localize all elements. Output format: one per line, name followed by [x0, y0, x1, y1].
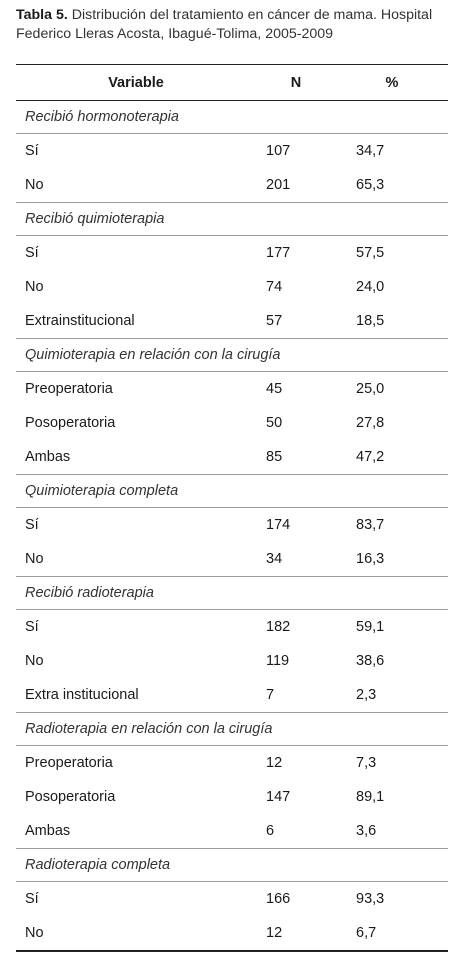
row-n: 166 [266, 891, 291, 907]
section-title: Radioterapia en relación con la cirugía [25, 721, 273, 737]
section-title: Recibió hormonoterapia [25, 109, 179, 125]
table-section: Recibió quimioterapia Sí 177 57,5 No 74 24,0 Ex… [16, 202, 448, 338]
table-row: Sí 107 34,7 [16, 133, 448, 168]
table-caption: Tabla 5. Distribución del tratamiento en… [16, 6, 452, 44]
row-variable: No [25, 653, 44, 669]
row-percent: 57,5 [356, 245, 385, 261]
table-section: Recibió radioterapia Sí 182 59,1 No 119 38,6 Ex… [16, 576, 448, 712]
table-section: Quimioterapia completa Sí 174 83,7 No 34 16,3 [16, 474, 448, 576]
table-section: Radioterapia completa Sí 166 93,3 No 12 6,7 [16, 848, 448, 950]
table-row: Sí 177 57,5 [16, 235, 448, 270]
table-section: Recibió hormonoterapia Sí 107 34,7 No 201 65,3 [16, 101, 448, 202]
caption-label: Tabla 5. [16, 7, 68, 23]
row-percent: 7,3 [356, 755, 377, 771]
table-row: Posoperatoria 147 89,1 [16, 780, 448, 814]
row-n: 147 [266, 789, 291, 805]
row-percent: 16,3 [356, 551, 385, 567]
row-percent: 47,2 [356, 449, 385, 465]
row-n: 119 [266, 653, 290, 669]
table-section: Radioterapia en relación con la cirugía P… [16, 712, 448, 848]
row-n: 50 [266, 415, 283, 431]
row-variable: Posoperatoria [25, 789, 116, 805]
row-percent: 93,3 [356, 891, 385, 907]
row-n: 6 [266, 823, 275, 839]
row-percent: 18,5 [356, 313, 385, 329]
row-variable: Sí [25, 143, 39, 159]
table-row: Sí 174 83,7 [16, 507, 448, 542]
row-n: 12 [266, 925, 283, 941]
row-variable: No [25, 925, 44, 941]
table-row: Posoperatoria 50 27,8 [16, 406, 448, 440]
row-variable: Extrainstitucional [25, 313, 135, 329]
row-variable: Extra institucional [25, 687, 139, 703]
table-row: Extra institucional 7 2,3 [16, 678, 448, 712]
caption-text: Distribución del tratamiento en cáncer d… [16, 7, 433, 42]
row-n: 7 [266, 687, 275, 703]
row-n: 174 [266, 517, 291, 533]
table-row: Sí 166 93,3 [16, 881, 448, 916]
row-percent: 65,3 [356, 177, 385, 193]
section-title: Radioterapia completa [25, 857, 171, 873]
section-title: Quimioterapia completa [25, 483, 179, 499]
table-row: No 34 16,3 [16, 542, 448, 576]
row-variable: Posoperatoria [25, 415, 116, 431]
header-percent: % [385, 74, 399, 91]
row-n: 182 [266, 619, 291, 635]
table-row: Preoperatoria 45 25,0 [16, 371, 448, 406]
row-variable: Sí [25, 245, 39, 261]
row-n: 85 [266, 449, 283, 465]
row-percent: 34,7 [356, 143, 385, 159]
row-n: 107 [266, 143, 291, 159]
row-variable: Ambas [25, 449, 71, 465]
row-n: 12 [266, 755, 283, 771]
table-row: No 119 38,6 [16, 644, 448, 678]
table-body: Recibió hormonoterapia Sí 107 34,7 No 201 65,3… [16, 101, 448, 950]
section-title: Recibió quimioterapia [25, 211, 165, 227]
row-variable: Preoperatoria [25, 381, 113, 397]
table-row: Sí 182 59,1 [16, 609, 448, 644]
table-row: Ambas 85 47,2 [16, 440, 448, 474]
header-n: N [290, 74, 302, 91]
section-title: Recibió radioterapia [25, 585, 154, 601]
row-percent: 25,0 [356, 381, 385, 397]
row-n: 45 [266, 381, 283, 397]
row-variable: Sí [25, 619, 39, 635]
section-title: Quimioterapia en relación con la cirugía [25, 347, 281, 363]
table-row: Preoperatoria 12 7,3 [16, 745, 448, 780]
row-variable: No [25, 279, 44, 295]
table-row: Ambas 6 3,6 [16, 814, 448, 848]
table-row: Extrainstitucional 57 18,5 [16, 304, 448, 338]
row-n: 177 [266, 245, 291, 261]
row-percent: 3,6 [356, 823, 377, 839]
row-percent: 27,8 [356, 415, 385, 431]
table-bottom-rule [16, 950, 448, 952]
row-percent: 83,7 [356, 517, 385, 533]
row-n: 201 [266, 177, 291, 193]
table-header-rule [16, 100, 448, 101]
header-variable: Variable [108, 74, 164, 91]
row-n: 57 [266, 313, 283, 329]
table-section: Quimioterapia en relación con la cirugía… [16, 338, 448, 474]
row-percent: 6,7 [356, 925, 377, 941]
row-variable: Sí [25, 891, 39, 907]
row-percent: 38,6 [356, 653, 385, 669]
row-variable: Sí [25, 517, 39, 533]
table-top-rule [16, 64, 448, 65]
row-n: 74 [266, 279, 283, 295]
row-percent: 24,0 [356, 279, 385, 295]
table-header-row: Variable N % [16, 65, 448, 100]
table-row: No 201 65,3 [16, 168, 448, 202]
treatment-table: Variable N % Recibió hormonoterapia Sí 107… [16, 64, 448, 952]
row-percent: 2,3 [356, 687, 377, 703]
table-row: No 12 6,7 [16, 916, 448, 950]
table-row: No 74 24,0 [16, 270, 448, 304]
row-variable: No [25, 177, 44, 193]
row-variable: Ambas [25, 823, 71, 839]
row-variable: Preoperatoria [25, 755, 113, 771]
row-percent: 59,1 [356, 619, 385, 635]
row-n: 34 [266, 551, 283, 567]
row-percent: 89,1 [356, 789, 385, 805]
row-variable: No [25, 551, 44, 567]
